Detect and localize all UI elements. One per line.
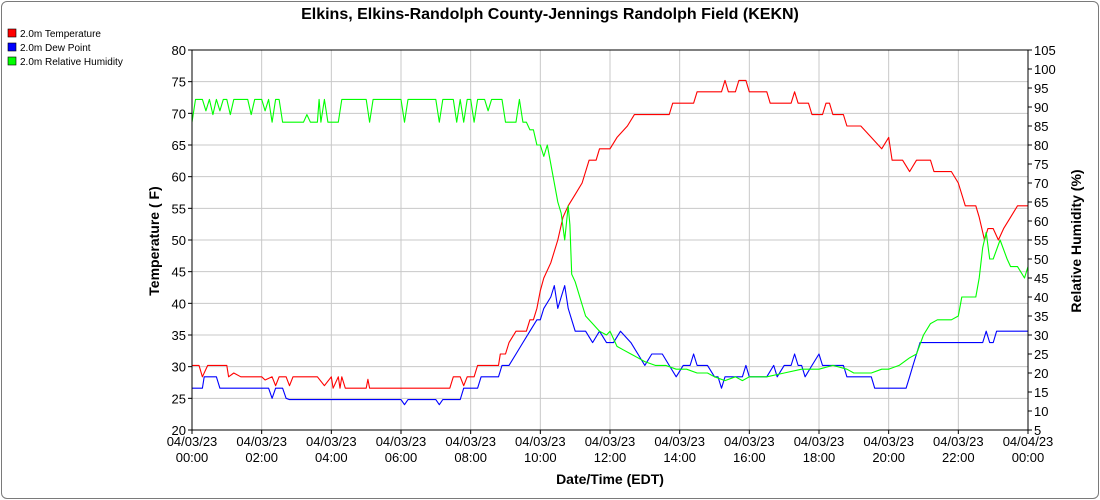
x-tick-date: 04/03/23 (306, 434, 357, 449)
right-tick-label: 55 (1034, 233, 1048, 248)
left-tick-label: 40 (172, 296, 186, 311)
left-axis-title: Temperature ( F) (146, 186, 162, 295)
x-tick-date: 04/03/23 (863, 434, 914, 449)
right-axis-title: Relative Humidity (%) (1068, 169, 1084, 312)
right-tick-label: 20 (1034, 366, 1048, 381)
legend: 2.0m Temperature 2.0m Dew Point 2.0m Relat… (7, 28, 123, 68)
left-tick-label: 60 (172, 170, 186, 185)
left-tick-label: 45 (172, 265, 186, 280)
legend-swatch (7, 42, 17, 52)
right-tick-label: 60 (1034, 214, 1048, 229)
left-tick-label: 20 (172, 423, 186, 438)
right-tick-label: 90 (1034, 100, 1048, 115)
series-layer (191, 79, 1029, 406)
x-tick-time: 06:00 (385, 450, 418, 465)
x-tick-time: 04:00 (315, 450, 348, 465)
right-tick-label: 85 (1034, 119, 1048, 134)
right-tick-label: 65 (1034, 195, 1048, 210)
x-tick-date: 04/03/23 (376, 434, 427, 449)
x-tick-date: 04/03/23 (167, 434, 218, 449)
right-tick-label: 45 (1034, 271, 1048, 286)
left-tick-label: 55 (172, 201, 186, 216)
x-tick-time: 08:00 (454, 450, 487, 465)
x-tick-time: 02:00 (245, 450, 278, 465)
x-tick-time: 18:00 (803, 450, 836, 465)
x-tick-time: 10:00 (524, 450, 557, 465)
x-axis-ticks: 04/03/2300:0004/03/2302:0004/03/2304:000… (167, 430, 1054, 465)
x-axis-title: Date/Time (EDT) (556, 471, 664, 487)
legend-label: 2.0m Dew Point (20, 43, 91, 54)
left-tick-label: 65 (172, 138, 186, 153)
right-tick-label: 15 (1034, 385, 1048, 400)
right-tick-label: 5 (1034, 423, 1041, 438)
left-axis-ticks: 20 25 30 35 40 45 50 55 60 65 70 75 80 (172, 43, 192, 438)
right-tick-label: 75 (1034, 157, 1048, 172)
x-tick-date: 04/03/23 (585, 434, 636, 449)
right-axis-ticks: 5 10 15 20 25 30 35 40 45 50 55 60 65 70 75 80 85 90 95 100… (1028, 43, 1056, 438)
right-tick-label: 10 (1034, 404, 1048, 419)
left-tick-label: 35 (172, 328, 186, 343)
legend-label: 2.0m Temperature (20, 29, 101, 40)
right-tick-label: 50 (1034, 252, 1048, 267)
right-tick-label: 95 (1034, 81, 1048, 96)
right-tick-label: 30 (1034, 328, 1048, 343)
right-tick-label: 80 (1034, 138, 1048, 153)
left-tick-label: 30 (172, 360, 186, 375)
left-tick-label: 75 (172, 75, 186, 90)
x-tick-time: 22:00 (942, 450, 975, 465)
x-tick-time: 00:00 (176, 450, 209, 465)
x-tick-time: 16:00 (733, 450, 766, 465)
left-tick-label: 25 (172, 391, 186, 406)
x-tick-date: 04/03/23 (724, 434, 775, 449)
legend-swatch (7, 28, 17, 38)
x-tick-time: 20:00 (872, 450, 905, 465)
x-tick-time: 14:00 (663, 450, 696, 465)
x-tick-date: 04/03/23 (236, 434, 287, 449)
right-tick-label: 105 (1034, 43, 1056, 58)
series-line-3 (191, 98, 1029, 382)
right-tick-label: 35 (1034, 309, 1048, 324)
left-tick-label: 80 (172, 43, 186, 58)
chart-title: Elkins, Elkins-Randolph County-Jennings … (301, 6, 799, 23)
series-line-1 (192, 79, 1028, 389)
legend-swatch (7, 56, 17, 66)
x-tick-date: 04/04/23 (1003, 434, 1054, 449)
left-tick-label: 70 (172, 106, 186, 121)
left-tick-label: 50 (172, 233, 186, 248)
x-tick-date: 04/03/23 (654, 434, 705, 449)
right-tick-label: 40 (1034, 290, 1048, 305)
right-tick-label: 100 (1034, 62, 1056, 77)
legend-label: 2.0m Relative Humidity (20, 57, 123, 68)
series-line-2 (192, 285, 1028, 406)
grid-lines (191, 49, 1029, 431)
x-tick-date: 04/03/23 (933, 434, 984, 449)
right-tick-label: 25 (1034, 347, 1048, 362)
x-tick-time: 00:00 (1012, 450, 1045, 465)
right-tick-label: 70 (1034, 176, 1048, 191)
x-tick-date: 04/03/23 (445, 434, 496, 449)
x-tick-time: 12:00 (594, 450, 627, 465)
x-tick-date: 04/03/23 (794, 434, 845, 449)
x-tick-date: 04/03/23 (515, 434, 566, 449)
